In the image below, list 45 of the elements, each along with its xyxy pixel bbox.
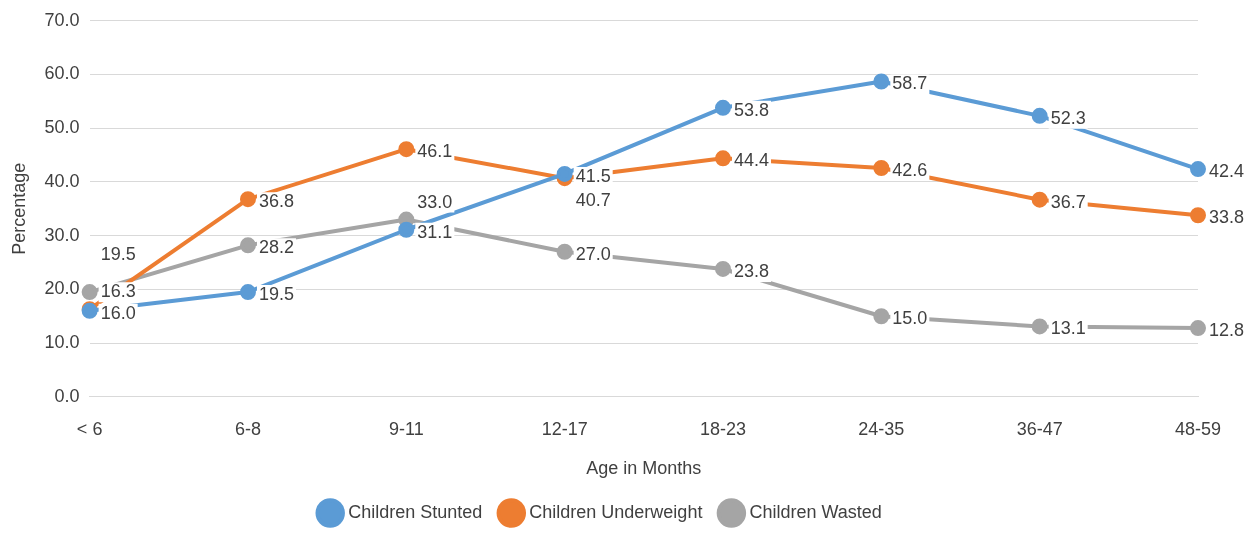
- x-tick-label: 6-8: [234, 418, 261, 439]
- x-tick-label: 24-35: [858, 418, 905, 439]
- data-label: 12.8: [1209, 320, 1245, 341]
- x-tick-label: 36-47: [1016, 418, 1063, 439]
- data-label: 23.8: [733, 260, 770, 281]
- data-label: 36.7: [1050, 191, 1086, 212]
- data-label: 41.5: [575, 165, 611, 186]
- data-label: 19.5: [100, 244, 136, 265]
- data-label: 31.1: [417, 221, 453, 242]
- data-label: 16.0: [100, 302, 136, 323]
- y-tick-label: 30.0: [44, 224, 80, 245]
- legend-label: Children Wasted: [749, 501, 882, 522]
- legend-label: Children Stunted: [348, 501, 483, 522]
- data-label: 42.4: [1209, 161, 1245, 182]
- data-label: 28.2: [258, 237, 295, 258]
- data-label: 33.0: [417, 191, 453, 212]
- x-tick-label: 9-11: [388, 418, 424, 439]
- x-axis-title: Age in Months: [586, 458, 702, 479]
- x-tick-label: 18-23: [699, 418, 747, 439]
- y-tick-label: 70.0: [44, 9, 80, 30]
- legend-label: Children Underweight: [529, 501, 703, 522]
- data-label: 46.1: [417, 141, 453, 162]
- y-tick-label: 0.0: [54, 385, 80, 406]
- y-tick-label: 40.0: [44, 170, 80, 191]
- data-label: 36.8: [258, 191, 295, 212]
- data-label: 52.3: [1050, 107, 1086, 128]
- y-tick-label: 20.0: [44, 278, 80, 299]
- data-label: 53.8: [733, 99, 770, 120]
- data-label: 33.8: [1209, 207, 1245, 228]
- data-label: 44.4: [733, 150, 770, 171]
- y-tick-label: 10.0: [44, 332, 80, 353]
- x-tick-label: < 6: [76, 418, 103, 439]
- data-label: 19.5: [258, 284, 295, 305]
- data-label: 58.7: [892, 73, 928, 94]
- data-label: 40.7: [575, 190, 611, 211]
- data-label: 16.3: [100, 281, 136, 302]
- x-tick-label: 12-17: [541, 418, 588, 439]
- data-label: 15.0: [892, 308, 928, 329]
- y-axis-title: Percentage: [8, 162, 29, 255]
- y-tick-label: 50.0: [44, 117, 80, 138]
- x-tick-label: 48-59: [1174, 418, 1222, 439]
- data-label: 42.6: [892, 159, 928, 180]
- y-tick-label: 60.0: [44, 63, 80, 84]
- data-label: 13.1: [1050, 318, 1086, 339]
- data-label: 27.0: [575, 243, 611, 264]
